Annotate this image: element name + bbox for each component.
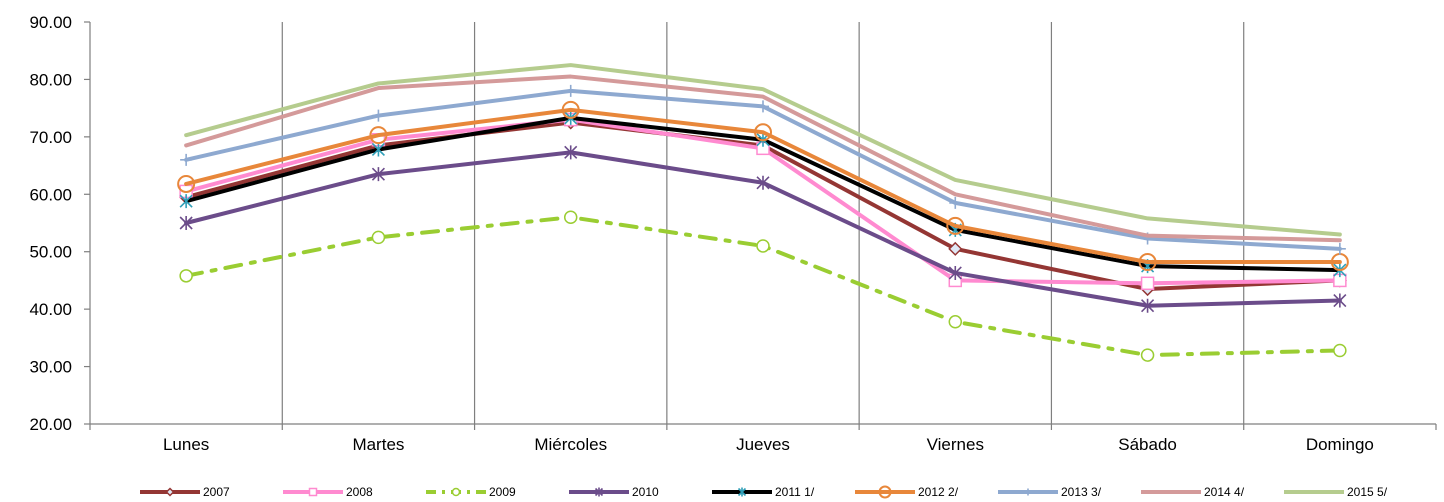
legend-label: 2015 5/ (1347, 485, 1388, 499)
x-tick-label: Lunes (163, 435, 209, 454)
x-tick-label: Viernes (927, 435, 984, 454)
data-point (371, 142, 385, 157)
data-point (1333, 242, 1346, 255)
y-tick-label: 90.00 (29, 13, 72, 32)
data-point (561, 100, 580, 119)
x-tick-label: Jueves (736, 435, 790, 454)
y-tick-label: 30.00 (29, 358, 72, 377)
data-point (1333, 343, 1347, 358)
data-point (1140, 276, 1155, 291)
data-point (180, 153, 193, 166)
data-point (177, 174, 196, 193)
legend-label: 2007 (203, 485, 230, 499)
legend-marker (165, 487, 175, 497)
y-tick-label: 70.00 (29, 128, 72, 147)
data-point (371, 230, 386, 245)
legend-marker (451, 487, 461, 497)
data-point (1141, 298, 1155, 313)
legend-label: 2011 1/ (775, 485, 815, 499)
data-point (564, 84, 577, 97)
data-point (756, 175, 770, 190)
data-point (179, 194, 193, 209)
data-point (1138, 253, 1157, 272)
data-point (179, 269, 193, 283)
legend-marker (594, 487, 604, 497)
x-tick-label: Sábado (1118, 435, 1177, 454)
legend-marker (737, 487, 747, 497)
y-tick-label: 50.00 (29, 243, 72, 262)
legend-marker (1024, 488, 1032, 496)
data-point (179, 216, 193, 230)
data-point (564, 145, 578, 160)
legend-label: 2012 2/ (918, 485, 959, 499)
y-tick-label: 40.00 (29, 300, 72, 319)
data-point (563, 210, 578, 225)
data-point (949, 196, 962, 209)
data-point (948, 315, 963, 329)
data-point (1140, 348, 1155, 362)
data-point (948, 265, 962, 280)
x-tick-label: Miércoles (534, 435, 607, 454)
x-tick-label: Martes (352, 435, 404, 454)
data-point (372, 109, 385, 122)
legend-label: 2010 (632, 485, 659, 499)
series-line-2015-5 (184, 63, 1342, 237)
data-point (756, 239, 770, 253)
series-line-2013-3 (184, 88, 1342, 251)
y-tick-label: 80.00 (29, 70, 72, 89)
legend-label: 2008 (346, 485, 373, 499)
data-point (754, 123, 772, 142)
data-point (369, 126, 388, 145)
y-tick-label: 20.00 (29, 415, 72, 434)
x-tick-label: Domingo (1306, 435, 1374, 454)
series-line-2012-2 (184, 107, 1342, 265)
data-point (757, 100, 769, 113)
legend-label: 2009 (489, 485, 516, 499)
data-point (946, 216, 965, 235)
y-tick-label: 60.00 (29, 185, 72, 204)
legend-label: 2014 4/ (1204, 485, 1245, 499)
series-line-2014-4 (184, 74, 1342, 243)
legend-marker (878, 485, 892, 499)
data-point (1333, 293, 1347, 308)
data-point (948, 241, 963, 256)
legend-marker (308, 487, 318, 497)
data-point (371, 167, 385, 182)
legend-label: 2013 3/ (1061, 485, 1102, 499)
